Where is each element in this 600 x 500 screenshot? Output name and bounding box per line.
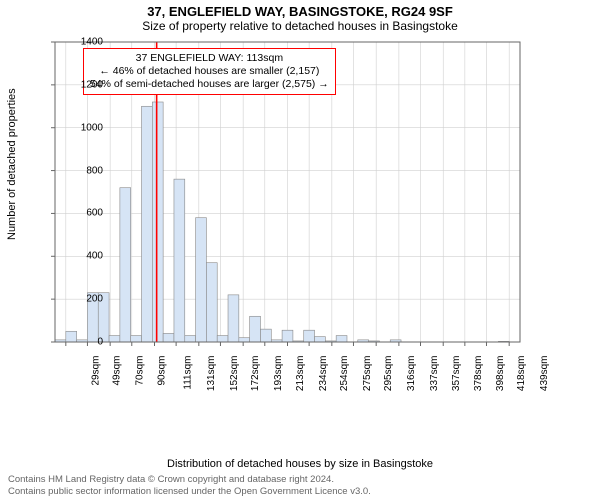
x-tick: 316sqm: [406, 356, 417, 392]
chart-title: 37, ENGLEFIELD WAY, BASINGSTOKE, RG24 9S…: [0, 0, 600, 19]
y-tick: 1200: [81, 79, 103, 90]
chart-subtitle: Size of property relative to detached ho…: [0, 19, 600, 33]
x-tick: 152sqm: [229, 356, 240, 392]
x-tick: 131sqm: [206, 356, 217, 392]
y-tick: 1400: [81, 37, 103, 48]
x-tick: 398sqm: [495, 356, 506, 392]
x-tick: 275sqm: [362, 356, 373, 392]
x-tick: 172sqm: [251, 356, 262, 392]
x-tick: 70sqm: [135, 356, 146, 386]
x-tick: 378sqm: [473, 356, 484, 392]
chart-area: 37 ENGLEFIELD WAY: 113sqm ← 46% of detac…: [55, 42, 575, 412]
annot-line-1: 37 ENGLEFIELD WAY: 113sqm: [90, 52, 329, 65]
x-tick: 357sqm: [451, 356, 462, 392]
footer-line-1: Contains HM Land Registry data © Crown c…: [8, 474, 371, 486]
y-tick: 200: [86, 294, 103, 305]
y-tick: 400: [86, 251, 103, 262]
x-tick: 49sqm: [112, 356, 123, 386]
x-axis-label: Distribution of detached houses by size …: [0, 458, 600, 470]
x-tick: 213sqm: [295, 356, 306, 392]
y-tick: 1000: [81, 122, 103, 133]
marker-annotation: 37 ENGLEFIELD WAY: 113sqm ← 46% of detac…: [83, 48, 336, 95]
x-tick: 193sqm: [273, 356, 284, 392]
chart-container: 37, ENGLEFIELD WAY, BASINGSTOKE, RG24 9S…: [0, 0, 600, 500]
x-tick: 337sqm: [429, 356, 440, 392]
x-tick: 111sqm: [183, 356, 194, 390]
x-tick: 254sqm: [339, 356, 350, 392]
y-tick: 600: [86, 208, 103, 219]
x-tick: 90sqm: [156, 356, 167, 386]
footer-attribution: Contains HM Land Registry data © Crown c…: [8, 474, 371, 498]
x-tick: 295sqm: [384, 356, 395, 392]
x-tick: 439sqm: [539, 356, 550, 392]
annot-line-2: ← 46% of detached houses are smaller (2,…: [90, 65, 329, 78]
y-tick: 0: [97, 337, 103, 348]
y-axis-label: Number of detached properties: [6, 88, 18, 240]
x-tick: 418sqm: [517, 356, 528, 392]
x-tick: 29sqm: [90, 356, 101, 386]
y-tick: 800: [86, 165, 103, 176]
footer-line-2: Contains public sector information licen…: [8, 486, 371, 498]
x-tick: 234sqm: [318, 356, 329, 392]
annot-line-3: 54% of semi-detached houses are larger (…: [90, 78, 329, 91]
